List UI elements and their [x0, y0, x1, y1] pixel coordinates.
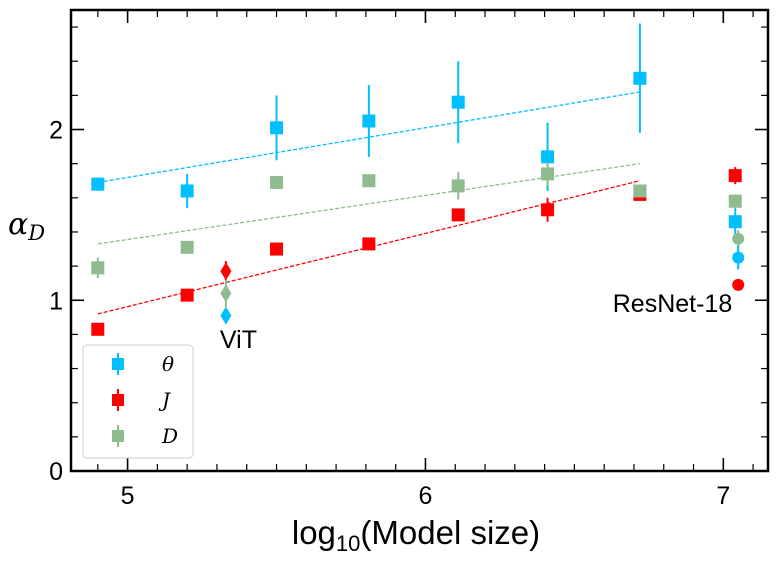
data-point-vit — [220, 262, 232, 281]
y-tick-label: 1 — [49, 287, 63, 315]
data-point — [270, 242, 284, 256]
data-point-resnet-18 — [732, 232, 745, 245]
data-point-vit — [220, 284, 232, 303]
legend-marker — [112, 394, 124, 406]
data-point — [91, 322, 105, 336]
legend-marker — [112, 430, 124, 442]
y-tick-label: 0 — [49, 458, 63, 486]
y-axis-label-subscript: D — [27, 221, 45, 245]
tick-labels: 5 6 7 0 1 2 — [49, 117, 730, 510]
data-point — [362, 174, 376, 188]
data-point — [91, 261, 105, 275]
legend-box — [82, 344, 194, 459]
legend-label: θ — [162, 352, 174, 376]
legend-label: D — [161, 424, 178, 448]
x-axis-label-subscript: 10 — [336, 531, 360, 556]
data-point — [180, 288, 194, 302]
data-point-resnet-18 — [732, 251, 745, 264]
data-points — [91, 23, 745, 336]
y-tick-label: 2 — [49, 117, 63, 145]
plot-frame — [69, 8, 770, 473]
annotation-label: ResNet-18 — [613, 290, 733, 318]
x-tick-label: 5 — [121, 482, 135, 510]
data-point — [180, 240, 194, 254]
data-point-resnet-18 — [728, 169, 742, 183]
data-point — [270, 175, 284, 189]
legend-marker — [112, 358, 124, 370]
x-tick-label: 6 — [419, 482, 433, 510]
data-point — [270, 121, 284, 135]
annotation-label: ViT — [220, 326, 257, 354]
data-point — [541, 203, 555, 217]
fit-line — [97, 91, 641, 184]
data-point — [541, 150, 555, 164]
data-point — [362, 114, 376, 128]
data-point — [541, 167, 555, 181]
data-point — [451, 208, 465, 222]
y-axis-label: αD — [8, 207, 45, 245]
data-point — [633, 184, 647, 198]
data-point — [180, 184, 194, 198]
x-tick-label: 7 — [716, 482, 730, 510]
data-point-resnet-18 — [728, 215, 742, 229]
data-point-resnet-18 — [732, 278, 745, 291]
data-point-resnet-18 — [728, 194, 742, 208]
data-point — [451, 95, 465, 109]
annotations: ViT ResNet-18 — [220, 290, 732, 354]
data-point — [633, 71, 647, 85]
data-point — [91, 177, 105, 191]
data-point-vit — [220, 306, 232, 325]
data-point — [362, 237, 376, 251]
legend-label: J — [158, 388, 171, 412]
data-point — [451, 179, 465, 193]
x-axis-label: log10(Model size) — [292, 514, 540, 556]
legend: θJD — [82, 344, 194, 459]
